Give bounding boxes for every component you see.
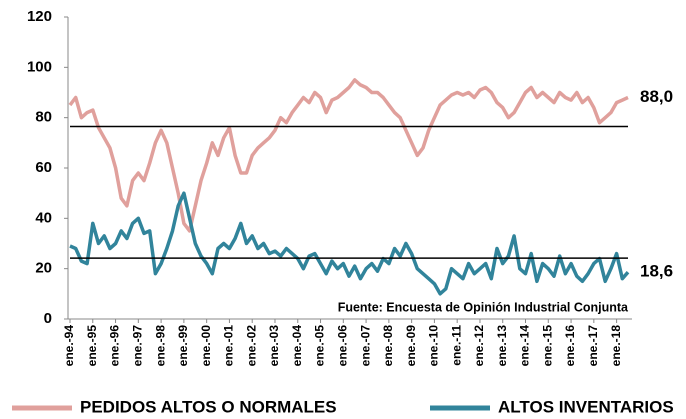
source-note: Fuente: Encuesta de Opinión Industrial C…: [338, 300, 629, 314]
x-tick-label: ene.-06: [335, 325, 349, 367]
x-tick-label: ene.-01: [222, 325, 236, 367]
x-tick-label: ene.-16: [563, 325, 577, 367]
series-line: [68, 78, 629, 233]
x-tick-label: ene.-14: [518, 325, 532, 367]
y-tick-label: 80: [35, 109, 52, 126]
y-tick-label: 60: [35, 159, 52, 176]
x-tick-label: ene.-05: [313, 325, 327, 367]
x-tick-label: ene.-97: [130, 325, 144, 367]
value-label: 18,6: [640, 262, 673, 281]
x-tick-label: ene.-96: [108, 325, 122, 367]
x-tick-label: ene.-07: [358, 325, 372, 367]
x-tick-label: ene.-17: [586, 325, 600, 367]
series-line: [69, 191, 630, 296]
value-label: 88,0: [640, 87, 673, 106]
x-tick-label: ene.-11: [449, 325, 463, 366]
legend-label: ALTOS INVENTARIOS: [498, 397, 674, 416]
legend-label: PEDIDOS ALTOS O NORMALES: [80, 397, 337, 416]
x-tick-label: ene.-08: [381, 325, 395, 367]
x-tick-label: ene.-98: [153, 325, 167, 367]
x-tick-label: ene.-18: [609, 325, 623, 367]
x-tick-label: ene.-02: [244, 325, 258, 367]
x-tick-label: ene.-99: [176, 325, 190, 367]
x-tick-label: ene.-15: [540, 325, 554, 367]
y-tick-label: 100: [27, 58, 52, 75]
x-tick-label: ene.-09: [404, 325, 418, 367]
x-tick-label: ene.-03: [267, 325, 281, 367]
y-tick-label: 120: [27, 8, 52, 25]
x-tick-label: ene.-95: [85, 325, 99, 367]
y-tick-label: 0: [44, 310, 52, 327]
x-tick-label: ene.-13: [495, 325, 509, 367]
x-tick-label: ene.-12: [472, 325, 486, 367]
y-tick-label: 20: [35, 260, 52, 277]
x-tick-label: ene.-04: [290, 325, 304, 367]
x-tick-label: ene.-10: [427, 325, 441, 367]
x-tick-label: ene.-00: [199, 325, 213, 367]
x-tick-label: ene.-94: [62, 325, 76, 367]
y-tick-label: 40: [35, 209, 52, 226]
